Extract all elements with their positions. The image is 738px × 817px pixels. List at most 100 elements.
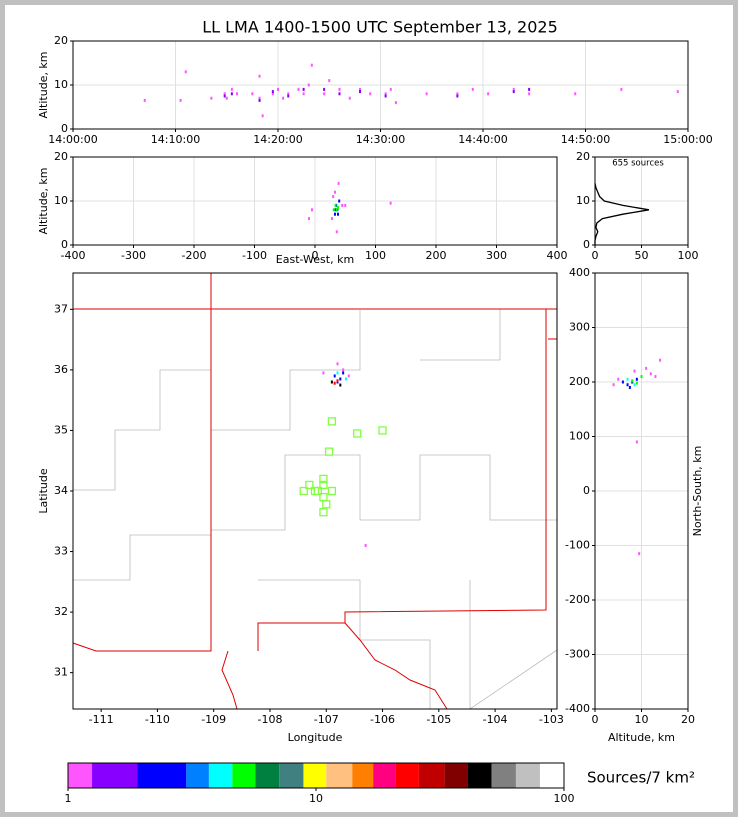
source-point — [210, 96, 213, 100]
source-point — [271, 92, 274, 96]
x-tick-label: 0 — [592, 713, 599, 726]
source-point — [333, 212, 336, 216]
color-cell — [418, 763, 445, 788]
plot-frame — [72, 156, 558, 246]
x-tick-label: -300 — [121, 249, 146, 262]
source-point — [344, 377, 347, 381]
source-point — [336, 212, 339, 216]
x-tick-label: -105 — [426, 713, 451, 726]
y-tick-label: 10 — [576, 194, 590, 207]
source-point — [330, 217, 333, 221]
source-point — [333, 374, 336, 378]
y-tick-label: 20 — [576, 150, 590, 163]
source-point — [323, 92, 326, 96]
y-tick-label: 200 — [569, 375, 590, 388]
source-point — [384, 94, 387, 98]
station — [319, 474, 328, 484]
source-point — [628, 385, 631, 389]
plot-frame — [72, 272, 558, 710]
source-point — [654, 375, 657, 379]
station — [353, 429, 362, 438]
station — [319, 480, 328, 490]
source-point — [271, 90, 274, 94]
x-tick-label: 20 — [681, 713, 695, 726]
source-point — [335, 230, 338, 234]
source-point — [302, 87, 305, 91]
color-cell — [467, 763, 492, 788]
y-tick-label: -400 — [565, 702, 590, 715]
y-tick-label: 100 — [569, 430, 590, 443]
x-tick-label: 0 — [312, 249, 319, 262]
color-cell — [137, 763, 187, 788]
color-cell — [279, 763, 304, 788]
source-point — [342, 368, 345, 372]
source-point — [633, 369, 636, 373]
source-point — [337, 181, 340, 185]
x-tick-label: 14:00:00 — [48, 133, 97, 146]
source-point — [626, 377, 629, 381]
y-tick-label: 36 — [54, 363, 68, 376]
x-tick-label: 0 — [592, 249, 599, 262]
y-tick-label: 400 — [569, 266, 590, 279]
source-point — [282, 96, 285, 100]
y-tick-label: 0 — [583, 484, 590, 497]
y-tick-label: 37 — [54, 302, 68, 315]
x-tick-label: 10 — [635, 713, 649, 726]
color-cell — [395, 763, 419, 788]
colorbar-label: Sources/7 km² — [587, 769, 695, 787]
x-tick-label: 10 — [309, 792, 323, 805]
station — [327, 417, 337, 426]
color-cell — [491, 763, 516, 788]
source-point — [333, 381, 336, 385]
y-tick-label: 300 — [569, 321, 590, 334]
source-point — [261, 114, 264, 118]
source-point — [287, 92, 290, 96]
source-point — [332, 195, 335, 199]
x-tick-label: 1 — [65, 792, 72, 805]
source-point — [635, 440, 638, 444]
y-tick-label: 31 — [54, 666, 68, 679]
source-point — [223, 94, 226, 98]
source-point — [512, 87, 515, 91]
source-point — [322, 371, 325, 375]
x-tick-label: 14:30:00 — [356, 133, 405, 146]
source-point — [344, 203, 347, 207]
x-tick-label: 14:10:00 — [151, 133, 200, 146]
source-point — [179, 98, 182, 102]
source-point — [333, 190, 336, 194]
color-cell — [515, 763, 540, 788]
source-point — [307, 217, 310, 221]
source-point — [649, 372, 652, 376]
source-point — [621, 380, 624, 384]
station — [319, 508, 328, 517]
source-point — [384, 92, 387, 96]
station — [322, 500, 331, 509]
source-point — [336, 206, 339, 210]
station — [299, 486, 308, 496]
source-point — [338, 199, 341, 203]
canvas — [5, 5, 733, 812]
source-point — [456, 94, 459, 98]
x-tick-label: 400 — [547, 249, 568, 262]
x-tick-label: -111 — [89, 713, 114, 726]
source-point — [297, 87, 300, 91]
source-point — [328, 79, 331, 83]
y-axis-label: Altitude, km — [37, 167, 50, 234]
y-axis-label: North-South, km — [691, 446, 704, 537]
source-point — [230, 92, 233, 96]
y-tick-label: 0 — [583, 238, 590, 251]
x-tick-label: 15:00:00 — [663, 133, 712, 146]
source-point — [617, 377, 620, 381]
source-point — [307, 83, 310, 87]
color-cell — [352, 763, 374, 788]
x-tick-label: 50 — [635, 249, 649, 262]
x-tick-label: -107 — [314, 713, 339, 726]
x-tick-label: 14:40:00 — [458, 133, 507, 146]
y-axis-label: Latitude — [37, 468, 50, 514]
y-tick-label: -300 — [565, 648, 590, 661]
source-point — [512, 90, 515, 94]
source-point — [258, 96, 261, 100]
source-point — [631, 379, 634, 383]
color-cell — [326, 763, 353, 788]
